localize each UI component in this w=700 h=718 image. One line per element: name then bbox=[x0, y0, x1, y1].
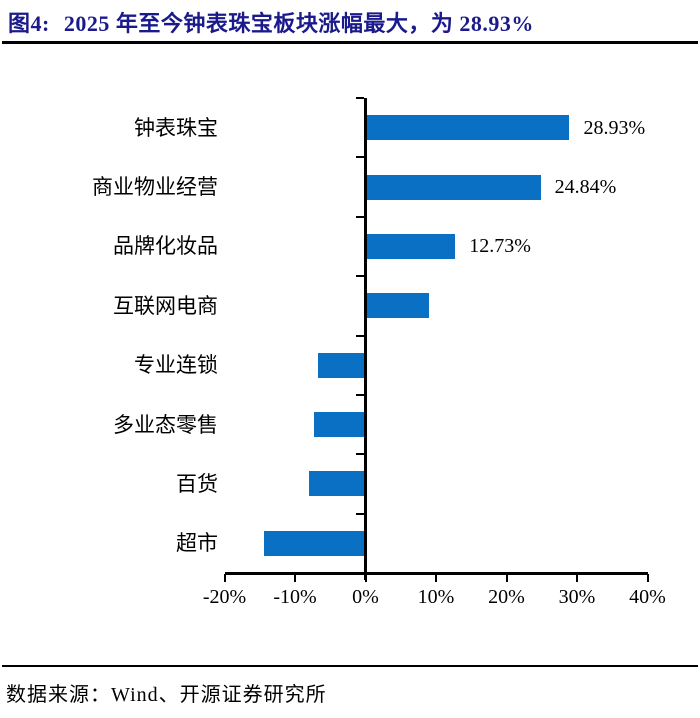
category-label: 品牌化妆品 bbox=[113, 234, 218, 259]
category-label: 专业连锁 bbox=[134, 353, 218, 378]
bar bbox=[318, 352, 366, 378]
category-label: 百货 bbox=[176, 471, 218, 496]
figure-title-text: 2025 年至今钟表珠宝板块涨幅最大，为 28.93% bbox=[63, 11, 534, 36]
x-tick-label: 0% bbox=[352, 586, 379, 608]
x-axis-tick bbox=[294, 574, 296, 582]
y-axis-line bbox=[364, 98, 367, 580]
footer-divider bbox=[2, 665, 698, 667]
x-tick-label: 10% bbox=[417, 586, 455, 608]
bar bbox=[314, 412, 366, 438]
y-axis-tick bbox=[356, 334, 364, 337]
bar bbox=[365, 115, 570, 141]
figure-title: 图4: 2025 年至今钟表珠宝板块涨幅最大，为 28.93% bbox=[8, 6, 698, 38]
x-tick-label: 40% bbox=[629, 586, 666, 608]
category-label: 多业态零售 bbox=[113, 412, 218, 437]
x-axis-line bbox=[224, 572, 648, 575]
value-label: 24.84% bbox=[554, 176, 617, 199]
category-label: 超市 bbox=[176, 531, 218, 556]
value-label: 28.93% bbox=[583, 116, 646, 139]
bar-chart: 钟表珠宝 28.93% 商业物业经营 24.84% 品牌化妆品 12.73% 互联网电商专业… bbox=[92, 97, 666, 608]
y-axis-tick bbox=[356, 275, 364, 278]
x-axis-tick bbox=[646, 574, 649, 582]
x-axis-tick bbox=[505, 574, 508, 582]
figure-number-label: 图4: bbox=[8, 11, 50, 36]
x-axis-tick bbox=[435, 574, 437, 582]
x-tick-label: -20% bbox=[202, 586, 247, 608]
bar bbox=[309, 471, 366, 497]
x-axis-tick bbox=[223, 574, 226, 582]
y-axis-tick bbox=[356, 215, 364, 218]
y-axis-tick bbox=[356, 393, 364, 396]
bar bbox=[365, 293, 429, 319]
x-tick-label: 30% bbox=[558, 586, 596, 608]
category-label: 互联网电商 bbox=[113, 293, 218, 318]
x-tick-label: -10% bbox=[273, 586, 317, 608]
title-divider bbox=[2, 41, 698, 44]
y-axis-tick bbox=[356, 97, 364, 99]
y-axis-tick bbox=[356, 453, 364, 456]
x-axis-tick bbox=[364, 574, 367, 582]
value-label: 12.73% bbox=[469, 235, 531, 258]
y-axis-tick bbox=[356, 156, 364, 159]
data-source-note: 数据来源：Wind、开源证券研究所 bbox=[6, 684, 327, 706]
bar bbox=[263, 530, 366, 556]
x-tick-label: 20% bbox=[488, 586, 525, 608]
y-axis-tick bbox=[356, 512, 364, 515]
x-axis-tick bbox=[576, 574, 578, 582]
category-label: 钟表珠宝 bbox=[134, 115, 218, 140]
bar bbox=[365, 233, 456, 259]
bar bbox=[365, 174, 541, 200]
category-label: 商业物业经营 bbox=[92, 175, 218, 200]
